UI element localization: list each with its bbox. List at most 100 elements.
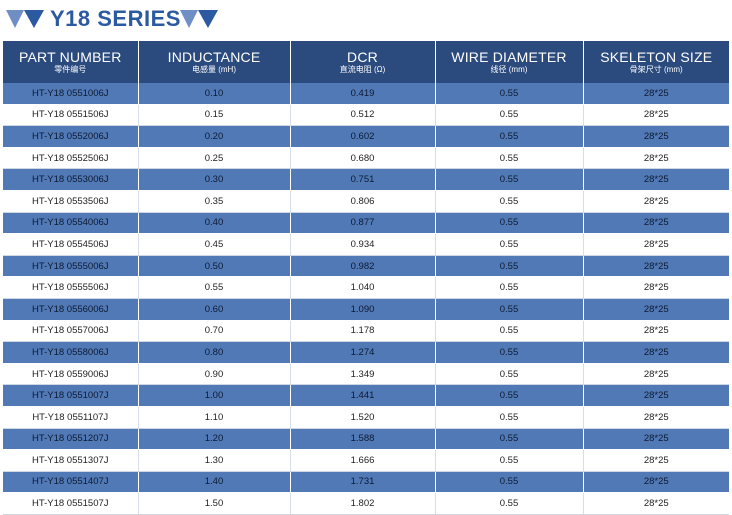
part-number-cell: HT-Y18 0552506J [3,147,139,170]
column-header-skeleton-size: SKELETON SIZE 骨架尺寸 (mm) [583,41,729,83]
skeleton-size-cell: 28*25 [583,384,729,407]
dcr-cell: 0.877 [290,212,436,235]
table-row: HT-Y18 0552006J 0.20 0.602 0.55 28*25 [3,125,729,148]
inductance-cell: 1.40 [138,471,291,494]
part-number-cell: HT-Y18 0552006J [3,125,139,148]
dcr-cell: 0.419 [290,83,436,105]
inductance-cell: 1.50 [138,492,291,515]
table-row: HT-Y18 0555006J 0.50 0.982 0.55 28*25 [3,255,729,278]
inductance-cell: 0.20 [138,125,291,148]
skeleton-size-cell: 28*25 [583,428,729,451]
table-row: HT-Y18 0551007J 1.00 1.441 0.55 28*25 [3,384,729,407]
skeleton-size-cell: 28*25 [583,147,729,170]
wire-diameter-cell: 0.55 [435,384,584,407]
dcr-cell: 1.090 [290,298,436,321]
dcr-cell: 0.934 [290,233,436,256]
table-row: HT-Y18 0554506J 0.45 0.934 0.55 28*25 [3,233,729,256]
dcr-cell: 1.731 [290,471,436,494]
part-number-cell: HT-Y18 0551107J [3,406,139,429]
part-number-cell: HT-Y18 0557006J [3,320,139,343]
table-row: HT-Y18 0551207J 1.20 1.588 0.55 28*25 [3,428,729,451]
dcr-cell: 1.520 [290,406,436,429]
part-number-cell: HT-Y18 0551507J [3,492,139,515]
inductance-cell: 0.50 [138,255,291,278]
part-number-cell: HT-Y18 0551007J [3,384,139,407]
dcr-cell: 0.512 [290,104,436,127]
skeleton-size-cell: 28*25 [583,471,729,494]
table-row: HT-Y18 0551506J 0.15 0.512 0.55 28*25 [3,104,729,127]
skeleton-size-cell: 28*25 [583,320,729,343]
dcr-cell: 0.602 [290,125,436,148]
skeleton-size-cell: 28*25 [583,125,729,148]
skeleton-size-cell: 28*25 [583,406,729,429]
inductance-cell: 0.55 [138,276,291,299]
inductance-cell: 0.15 [138,104,291,127]
skeleton-size-cell: 28*25 [583,255,729,278]
table-row: HT-Y18 0551507J 1.50 1.802 0.55 28*25 [3,492,729,515]
part-number-cell: HT-Y18 0553506J [3,190,139,213]
inductance-cell: 0.10 [138,83,291,105]
inductance-cell: 0.90 [138,363,291,386]
spec-table: PART NUMBER 零件编号 INDUCTANCE 电感量 (mH) DCR… [3,41,729,515]
dcr-cell: 1.178 [290,320,436,343]
part-number-cell: HT-Y18 0551307J [3,449,139,472]
table-body: HT-Y18 0551006J 0.10 0.419 0.55 28*25 HT-Y18 … [3,83,729,515]
table-row: HT-Y18 0552506J 0.25 0.680 0.55 28*25 [3,147,729,170]
table-row: HT-Y18 0555506J 0.55 1.040 0.55 28*25 [3,276,729,299]
part-number-cell: HT-Y18 0556006J [3,298,139,321]
wire-diameter-cell: 0.55 [435,255,584,278]
wire-diameter-cell: 0.55 [435,276,584,299]
inductance-cell: 0.45 [138,233,291,256]
dcr-cell: 0.806 [290,190,436,213]
column-header-dcr: DCR 直流电阻 (Ω) [290,41,436,83]
part-number-cell: HT-Y18 0553006J [3,168,139,191]
table-row: HT-Y18 0556006J 0.60 1.090 0.55 28*25 [3,298,729,321]
table-row: HT-Y18 0557006J 0.70 1.178 0.55 28*25 [3,320,729,343]
skeleton-size-cell: 28*25 [583,298,729,321]
inductance-cell: 0.30 [138,168,291,191]
table-header-row: PART NUMBER 零件编号 INDUCTANCE 电感量 (mH) DCR… [3,41,729,83]
dcr-cell: 0.982 [290,255,436,278]
wire-diameter-cell: 0.55 [435,125,584,148]
wire-diameter-cell: 0.55 [435,492,584,515]
wire-diameter-cell: 0.55 [435,104,584,127]
dcr-cell: 1.040 [290,276,436,299]
table-row: HT-Y18 0551107J 1.10 1.520 0.55 28*25 [3,406,729,429]
part-number-cell: HT-Y18 0551506J [3,104,139,127]
skeleton-size-cell: 28*25 [583,341,729,364]
table-row: HT-Y18 0559006J 0.90 1.349 0.55 28*25 [3,363,729,386]
page-header: Y18 SERIES [0,0,732,40]
table-row: HT-Y18 0553506J 0.35 0.806 0.55 28*25 [3,190,729,213]
column-header-part-number: PART NUMBER 零件编号 [3,41,139,83]
wire-diameter-cell: 0.55 [435,406,584,429]
wire-diameter-cell: 0.55 [435,471,584,494]
wire-diameter-cell: 0.55 [435,320,584,343]
dcr-cell: 0.680 [290,147,436,170]
inductance-cell: 1.00 [138,384,291,407]
part-number-cell: HT-Y18 0551006J [3,83,139,105]
skeleton-size-cell: 28*25 [583,276,729,299]
wire-diameter-cell: 0.55 [435,341,584,364]
wire-diameter-cell: 0.55 [435,147,584,170]
table-row: HT-Y18 0551407J 1.40 1.731 0.55 28*25 [3,471,729,494]
wire-diameter-cell: 0.55 [435,168,584,191]
dcr-cell: 1.274 [290,341,436,364]
skeleton-size-cell: 28*25 [583,233,729,256]
dcr-cell: 0.751 [290,168,436,191]
page-title: Y18 SERIES [50,6,181,31]
table-row: HT-Y18 0551006J 0.10 0.419 0.55 28*25 [3,83,729,105]
inductance-cell: 0.25 [138,147,291,170]
part-number-cell: HT-Y18 0554006J [3,212,139,235]
dcr-cell: 1.802 [290,492,436,515]
part-number-cell: HT-Y18 0554506J [3,233,139,256]
column-header-inductance: INDUCTANCE 电感量 (mH) [138,41,291,83]
wire-diameter-cell: 0.55 [435,212,584,235]
dcr-cell: 1.441 [290,384,436,407]
inductance-cell: 0.60 [138,298,291,321]
inductance-cell: 0.80 [138,341,291,364]
table-row: HT-Y18 0554006J 0.40 0.877 0.55 28*25 [3,212,729,235]
inductance-cell: 0.70 [138,320,291,343]
part-number-cell: HT-Y18 0551207J [3,428,139,451]
inductance-cell: 1.10 [138,406,291,429]
wire-diameter-cell: 0.55 [435,190,584,213]
